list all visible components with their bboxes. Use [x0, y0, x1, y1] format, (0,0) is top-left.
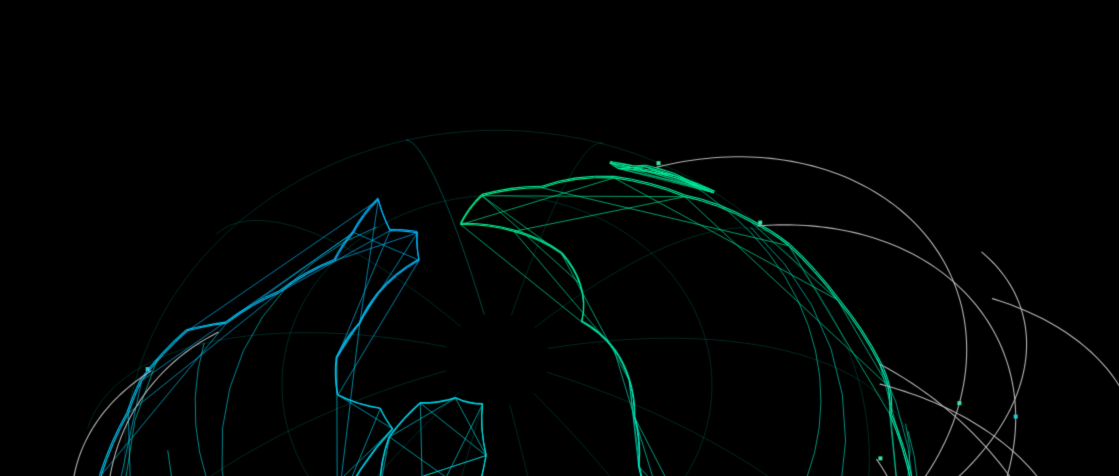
globe-visualization-root[interactable]	[0, 0, 1119, 476]
globe-canvas[interactable]	[0, 0, 1119, 476]
